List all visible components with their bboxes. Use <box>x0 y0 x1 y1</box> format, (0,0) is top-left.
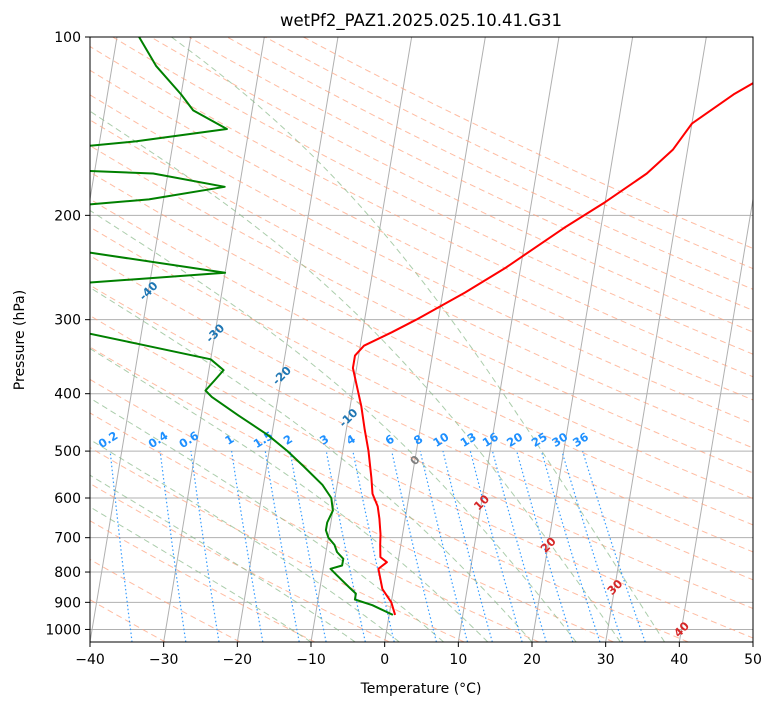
dry-adiabat <box>264 37 753 270</box>
x-tick-label: 40 <box>670 652 688 668</box>
moist-adiabat <box>90 474 356 642</box>
mixing-ratio-line <box>442 450 493 642</box>
y-tick-label: 200 <box>54 208 81 224</box>
isotherm-line <box>605 37 707 642</box>
moist-adiabats <box>90 37 666 642</box>
y-tick-label: 1000 <box>45 622 81 638</box>
dry-adiabat <box>90 284 753 610</box>
y-tick-label: 300 <box>54 313 81 329</box>
y-axis-label: Pressure (hPa) <box>12 290 28 390</box>
x-tick-label: 20 <box>523 652 541 668</box>
dry-adiabat <box>90 69 753 401</box>
mixing-ratio-line <box>159 451 187 642</box>
y-tick-label: 700 <box>54 531 81 547</box>
mixing-ratio-line <box>190 451 220 642</box>
x-tick-label: 0 <box>380 652 389 668</box>
y-tick-label: 900 <box>54 595 81 611</box>
dewpoint-profile-line <box>90 37 394 616</box>
mixing-ratio-line <box>264 451 300 642</box>
series-layer <box>90 37 753 616</box>
mixing-ratio-line <box>491 450 547 642</box>
mixing-ratio-line <box>516 450 574 642</box>
dry-adiabat <box>90 315 753 639</box>
x-tick-label: −10 <box>296 652 326 668</box>
dry-adiabat <box>226 37 753 290</box>
x-tick-label: −40 <box>75 652 105 668</box>
isotherm-line <box>236 37 339 642</box>
y-tick-label: 600 <box>54 491 81 507</box>
y-tick-label: 800 <box>54 565 81 581</box>
x-tick-label: −20 <box>223 652 253 668</box>
moist-adiabat <box>171 37 666 642</box>
dry-adiabat <box>90 119 753 449</box>
moist-adiabat <box>90 397 444 642</box>
dry-adiabat <box>90 520 315 642</box>
dry-adiabat <box>90 378 614 642</box>
isotherm-line <box>90 37 118 203</box>
moist-adiabat <box>90 438 400 642</box>
dry-adiabat <box>90 45 753 378</box>
x-tick-label: 50 <box>744 652 762 668</box>
mixing-ratio-line <box>419 450 469 642</box>
mixing-ratio-line <box>231 451 264 642</box>
x-tick-label: 10 <box>449 652 467 668</box>
mixing-ratio-line <box>109 451 133 642</box>
mixing-ratio-line <box>325 450 366 642</box>
y-tick-label: 500 <box>54 444 81 460</box>
mixing-ratio-line <box>582 450 646 642</box>
temperature-profile-line <box>351 82 753 616</box>
mixing-ratio-lines <box>109 450 646 642</box>
y-axis: 100 200 300 400 500 600 700 800 900 1000 <box>45 30 90 638</box>
dry-adiabat <box>303 37 753 250</box>
mixing-ratio-line <box>391 450 437 642</box>
dry-adiabat <box>90 412 540 642</box>
mixing-ratio-line <box>469 450 523 642</box>
moist-adiabat <box>90 110 621 642</box>
dry-adiabat <box>150 37 753 333</box>
y-tick-label: 100 <box>54 30 81 46</box>
y-tick-label: 400 <box>54 387 81 403</box>
isotherm-line <box>310 37 413 642</box>
x-tick-label: −30 <box>149 652 179 668</box>
mixing-ratio-line <box>561 450 623 642</box>
dry-adiabat <box>112 37 753 355</box>
dry-adiabat <box>90 255 753 581</box>
plot-frame <box>89 36 754 643</box>
mixing-ratio-line <box>352 450 395 642</box>
mixing-ratio-line <box>289 450 327 642</box>
x-axis-label: Temperature (°C) <box>360 681 482 697</box>
plot-area: -100-90-80-70-60-50-40-30-20-10010203040… <box>90 37 753 642</box>
moist-adiabat <box>90 209 577 642</box>
chart-title: wetPf2_PAZ1.2025.025.10.41.G31 <box>280 11 562 31</box>
x-axis: −40 −30 −20 −10 0 10 20 30 40 50 <box>75 642 762 668</box>
dry-adiabat <box>90 482 390 642</box>
isotherm-line <box>384 37 486 642</box>
moist-adiabat <box>90 347 489 642</box>
mixing-ratio-line <box>540 450 601 642</box>
isotherm-line <box>90 37 192 642</box>
dry-adiabat <box>188 37 753 311</box>
isotherm-line <box>678 196 753 642</box>
isotherm-line <box>457 37 560 642</box>
x-tick-label: 30 <box>597 652 615 668</box>
